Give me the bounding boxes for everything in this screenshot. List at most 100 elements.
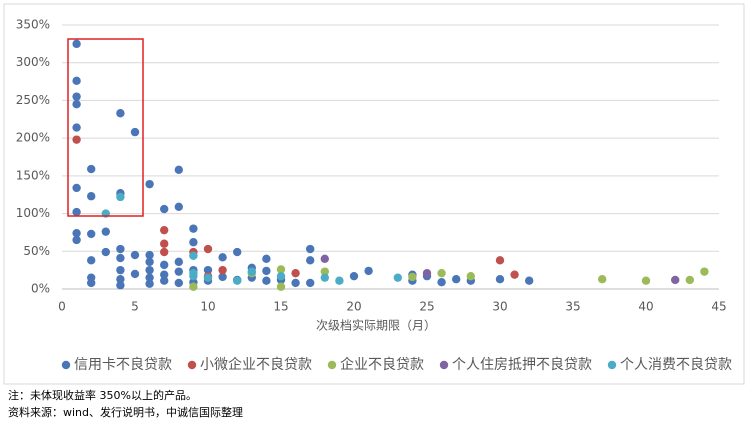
point (437, 278, 446, 287)
point (276, 282, 286, 291)
legend-label: 信用卡不良贷款 (74, 357, 172, 373)
x-tick-label: 5 (131, 300, 139, 314)
x-tick-label: 20 (346, 300, 361, 314)
x-tick-label: 15 (273, 300, 288, 314)
y-tick-label: 350% (16, 18, 50, 32)
point (598, 274, 607, 284)
point (72, 235, 81, 245)
legend-marker (187, 360, 197, 370)
point (145, 257, 154, 267)
point (174, 165, 183, 175)
y-tick-label: 50% (23, 244, 50, 258)
point (262, 254, 271, 264)
y-tick-label: 0% (31, 282, 50, 296)
point (116, 192, 125, 202)
point (306, 278, 315, 288)
point (495, 274, 505, 284)
point (685, 275, 694, 285)
point (72, 207, 81, 217)
y-tick-label: 300% (16, 55, 50, 69)
point (320, 267, 329, 276)
x-tick-label: 25 (419, 300, 434, 314)
point (87, 256, 96, 265)
point (189, 271, 198, 281)
point (160, 270, 169, 279)
footnote: 注：未体现收益率 350%以上的产品。 (8, 388, 197, 402)
point (466, 271, 475, 281)
point (174, 202, 183, 211)
point (160, 204, 169, 214)
point (189, 251, 198, 261)
legend-label: 小微企业不良贷款 (200, 356, 312, 373)
point (437, 268, 446, 278)
point (87, 229, 96, 239)
point (130, 127, 140, 137)
point (72, 183, 81, 193)
point (203, 265, 213, 275)
point (408, 272, 417, 282)
y-tick-label: 200% (16, 131, 50, 145)
legend-marker (439, 360, 449, 370)
point (145, 179, 154, 189)
point (233, 247, 242, 257)
x-tick-label: 30 (492, 300, 507, 314)
point (233, 276, 242, 285)
point (160, 239, 169, 248)
point (101, 247, 111, 257)
x-tick-label: 45 (711, 300, 726, 314)
point (262, 266, 271, 276)
point (422, 268, 432, 278)
x-tick-label: 10 (200, 300, 215, 314)
point (203, 273, 213, 282)
x-axis-title: 次级档实际期限（月） (316, 318, 436, 333)
point (349, 271, 359, 281)
point (160, 247, 169, 257)
point (145, 273, 154, 282)
point (218, 265, 227, 275)
x-tick-label: 40 (638, 300, 653, 314)
point (101, 227, 111, 236)
point (87, 278, 96, 288)
point (306, 244, 315, 254)
legend-marker (607, 360, 617, 370)
point (393, 273, 402, 282)
point (189, 224, 198, 233)
point (700, 267, 709, 276)
point (320, 273, 329, 282)
point (160, 225, 169, 235)
point (116, 274, 125, 284)
legend-marker (327, 360, 337, 370)
point (160, 276, 169, 285)
point (291, 268, 300, 278)
point (145, 279, 154, 288)
point (276, 265, 286, 274)
point (525, 276, 534, 285)
point (72, 100, 81, 109)
point (495, 256, 505, 265)
point (203, 244, 213, 254)
point (145, 250, 154, 260)
point (189, 282, 198, 291)
highlight-box (67, 38, 144, 217)
point (174, 257, 183, 267)
point (174, 267, 183, 276)
point (335, 276, 344, 285)
point (364, 266, 373, 276)
legend-label: 个人消费不良贷款 (620, 357, 732, 373)
point (145, 265, 154, 275)
point (72, 92, 81, 101)
point (72, 76, 81, 86)
point (72, 39, 81, 49)
point (116, 281, 125, 290)
point (262, 276, 271, 285)
point (160, 260, 169, 270)
y-tick-label: 100% (16, 206, 50, 220)
point (276, 271, 286, 281)
legend-marker (61, 360, 71, 370)
point (72, 228, 81, 238)
legend-label: 企业不良贷款 (340, 356, 424, 373)
point (72, 135, 81, 144)
y-tick-label: 150% (16, 168, 50, 182)
